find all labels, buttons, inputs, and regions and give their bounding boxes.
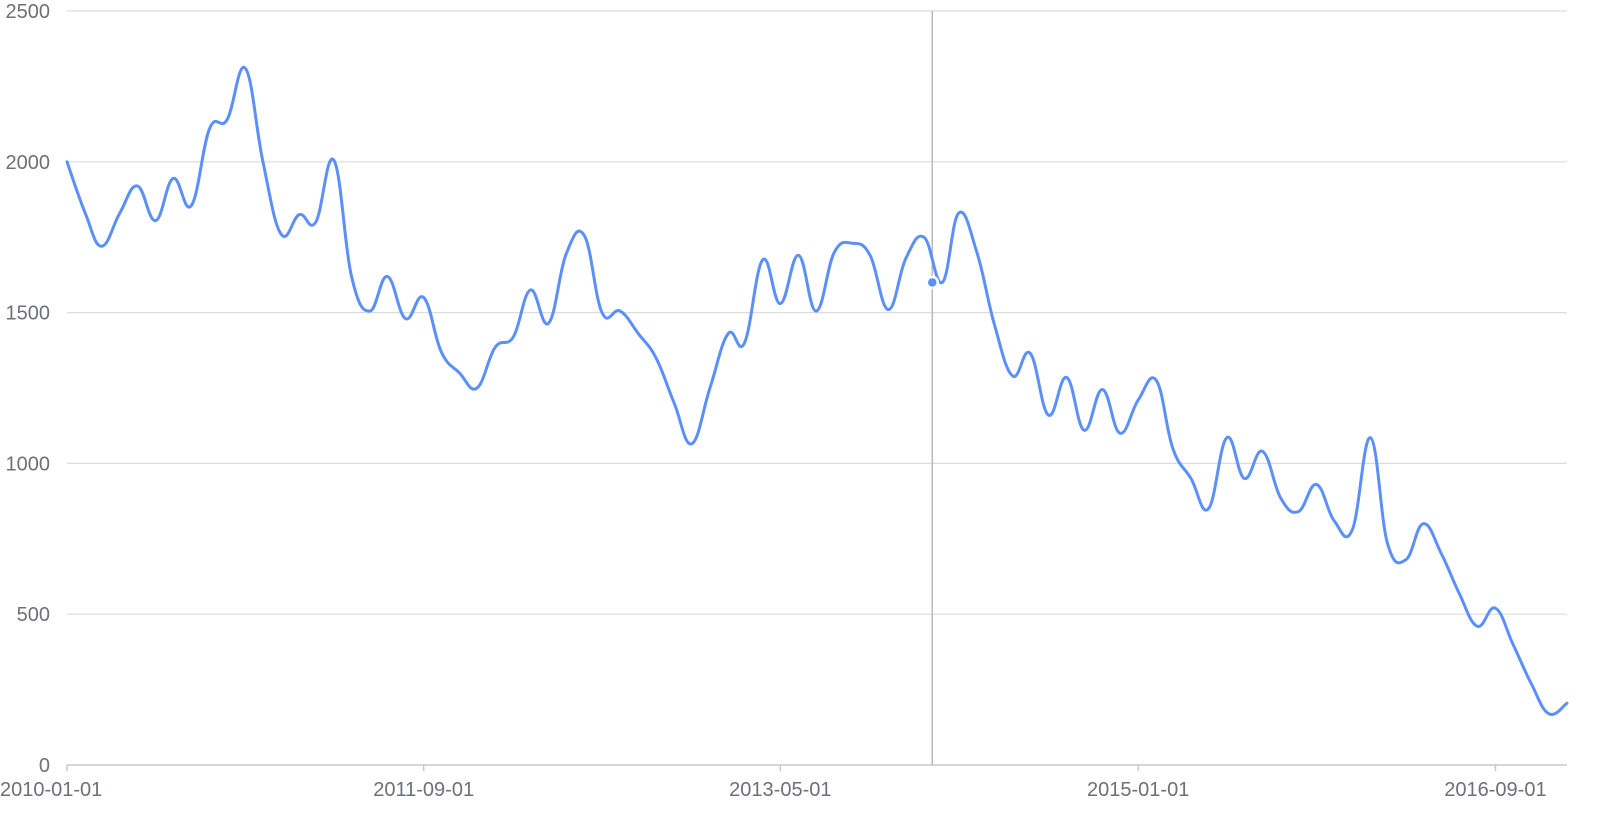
y-tick-label: 2500 <box>6 1 51 23</box>
y-tick-label: 1000 <box>6 453 51 475</box>
x-axis: 2010-01-01 2011-09-01 2013-05-01 2015-01-01… <box>0 764 1567 801</box>
grid-lines <box>67 10 1567 615</box>
series-line <box>65 65 1569 716</box>
y-tick-label: 500 <box>17 604 50 626</box>
x-tick-label: 2013-05-01 <box>729 779 831 801</box>
y-tick-label: 0 <box>39 755 50 777</box>
x-tick-label: 2015-01-01 <box>1087 779 1189 801</box>
x-tick-label: 2010-01-01 <box>0 779 102 801</box>
y-tick-label: 1500 <box>6 303 51 325</box>
x-tick-label: 2011-09-01 <box>373 779 474 801</box>
y-axis-tick-labels: 0 500 1000 1500 2000 2500 <box>6 1 51 777</box>
x-tick-label: 2016-09-01 <box>1444 779 1546 801</box>
hover-point <box>925 275 940 290</box>
y-tick-label: 2000 <box>6 152 51 174</box>
